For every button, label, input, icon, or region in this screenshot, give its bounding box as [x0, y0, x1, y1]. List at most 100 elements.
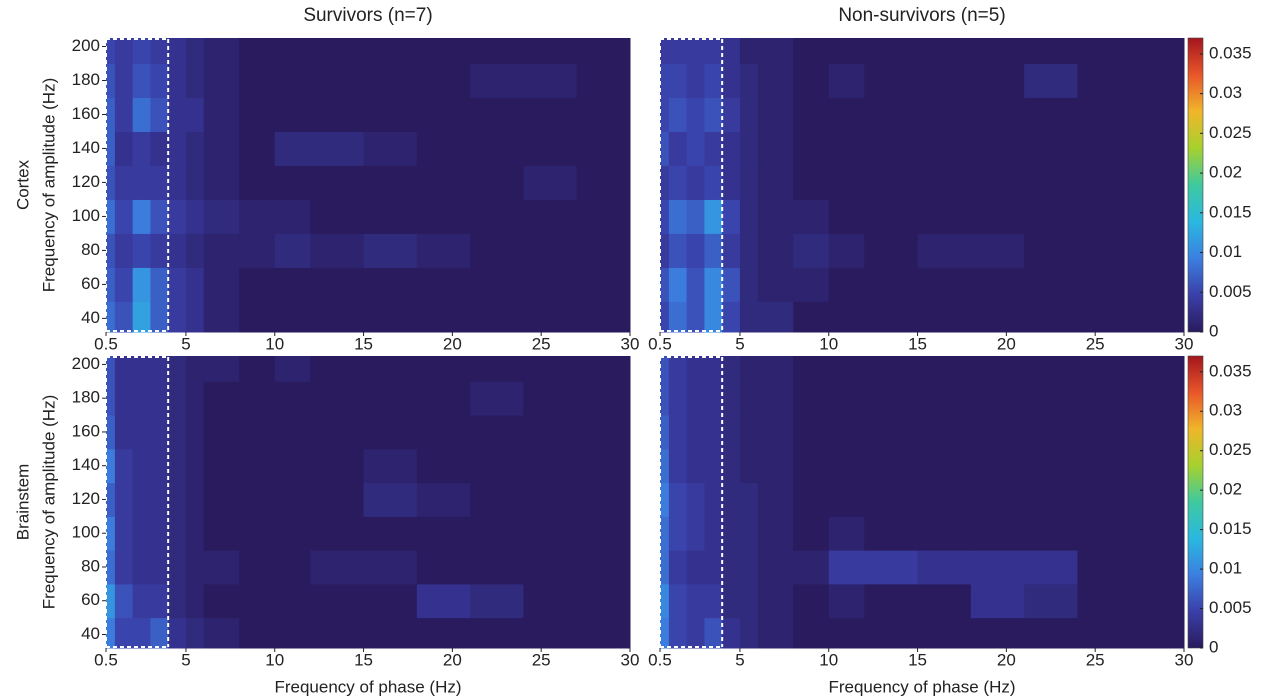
heatmap-cell	[576, 415, 631, 450]
heatmap-cell	[168, 38, 187, 64]
heatmap-cell	[970, 583, 1025, 619]
heatmap-cell	[1130, 617, 1185, 649]
heatmap-cell	[416, 356, 471, 382]
colorbar-tick-label: 0.005	[1209, 598, 1252, 617]
heatmap-cell	[470, 482, 524, 517]
heatmap-cell	[363, 448, 418, 484]
heatmap-cell	[793, 482, 830, 517]
heatmap-cell	[739, 583, 759, 619]
heatmap-cell	[132, 415, 151, 450]
heatmap-cell	[239, 356, 276, 382]
heatmap-cell	[203, 233, 240, 268]
heatmap-cell	[114, 131, 134, 166]
heatmap-cell	[310, 131, 365, 166]
heatmap-cell	[660, 301, 670, 333]
heatmap-cell	[470, 233, 524, 268]
heatmap-cell	[739, 165, 759, 200]
heatmap-cell	[132, 550, 151, 585]
heatmap-cell	[576, 233, 631, 268]
heatmap-cell	[363, 199, 418, 234]
heatmap-cell	[416, 617, 471, 649]
heatmap-cell	[274, 482, 311, 517]
heatmap-cell	[686, 516, 705, 551]
heatmap-cell	[239, 233, 276, 268]
heatmap-cell	[704, 97, 723, 132]
heatmap-cell	[576, 38, 631, 64]
heatmap-cell	[1130, 199, 1185, 234]
heatmap-cell	[668, 97, 688, 132]
colorbar-tick-label: 0	[1209, 637, 1218, 656]
heatmap-cell	[523, 617, 578, 649]
x-tick-label: 30	[621, 334, 640, 353]
heatmap-cell	[668, 131, 688, 166]
y-tick-label: 180	[72, 70, 100, 89]
heatmap-cell	[576, 550, 631, 585]
heatmap-cell	[168, 165, 187, 200]
x-tick-label: 10	[265, 650, 284, 669]
heatmap-cell	[1130, 38, 1185, 64]
heatmap-cell	[274, 381, 311, 416]
heatmap-cell	[416, 233, 471, 268]
heatmap-cell	[106, 267, 116, 302]
heatmap-cell	[704, 63, 723, 98]
x-tick-label: 30	[621, 650, 640, 669]
heatmap-cell	[686, 448, 705, 484]
heatmap-cell	[185, 97, 205, 132]
heatmap-cell	[668, 448, 688, 484]
colorbar-tick-label: 0.03	[1209, 401, 1242, 420]
heatmap-cell	[132, 97, 151, 132]
heatmap-cell	[239, 448, 276, 484]
x-tick-label: 25	[532, 334, 551, 353]
heatmap-cell	[1024, 131, 1078, 166]
x-tick-label: 25	[1086, 650, 1105, 669]
x-tick-label: 15	[908, 334, 927, 353]
heatmap-cell	[828, 233, 865, 268]
heatmap-cell	[185, 550, 205, 585]
heatmap-cell	[416, 165, 471, 200]
heatmap-cell	[1130, 415, 1185, 450]
heatmap-cell	[416, 38, 471, 64]
heatmap-cell	[970, 38, 1025, 64]
heatmap-cell	[523, 63, 578, 98]
heatmap-cell	[114, 482, 134, 517]
heatmap-cell	[203, 550, 240, 585]
heatmap-cell	[660, 583, 670, 619]
heatmap-cell	[363, 516, 418, 551]
heatmap-cell	[1024, 448, 1078, 484]
heatmap-cell	[704, 38, 723, 64]
heatmap-cell	[310, 233, 365, 268]
heatmap-cell	[150, 415, 169, 450]
heatmap-cell	[470, 63, 524, 98]
heatmap-cell	[239, 63, 276, 98]
heatmap-cell	[660, 415, 670, 450]
heatmap-cell	[470, 97, 524, 132]
y-tick-label: 40	[81, 308, 100, 327]
x-tick-label: 15	[354, 650, 373, 669]
heatmap-cell	[1130, 448, 1185, 484]
heatmap-cell	[757, 356, 794, 382]
y-tick-label: 140	[72, 138, 100, 157]
heatmap-cell	[470, 448, 524, 484]
heatmap-cell	[970, 617, 1025, 649]
heatmap-cell	[668, 381, 688, 416]
heatmap-cell	[523, 381, 578, 416]
heatmap-cell	[132, 617, 151, 649]
heatmap-cell	[828, 583, 865, 619]
heatmap-cell	[970, 131, 1025, 166]
heatmap-cell	[576, 583, 631, 619]
heatmap-cell	[686, 583, 705, 619]
y-axis-label: Frequency of amplitude (Hz)	[39, 395, 58, 609]
heatmap-cell	[274, 233, 311, 268]
heatmap-cell	[470, 415, 524, 450]
heatmap-cell	[970, 199, 1025, 234]
x-axis-label: Frequency of phase (Hz)	[828, 677, 1015, 696]
panel-title: Non-survivors (n=5)	[838, 5, 1005, 26]
heatmap-cell	[132, 301, 151, 333]
heatmap-cell	[704, 356, 723, 382]
heatmap-cell	[704, 165, 723, 200]
heatmap-cell	[185, 482, 205, 517]
heatmap-cell	[1024, 165, 1078, 200]
heatmap-cell	[739, 97, 759, 132]
colorbar-tick-label: 0.035	[1209, 361, 1252, 380]
heatmap-cell	[132, 233, 151, 268]
